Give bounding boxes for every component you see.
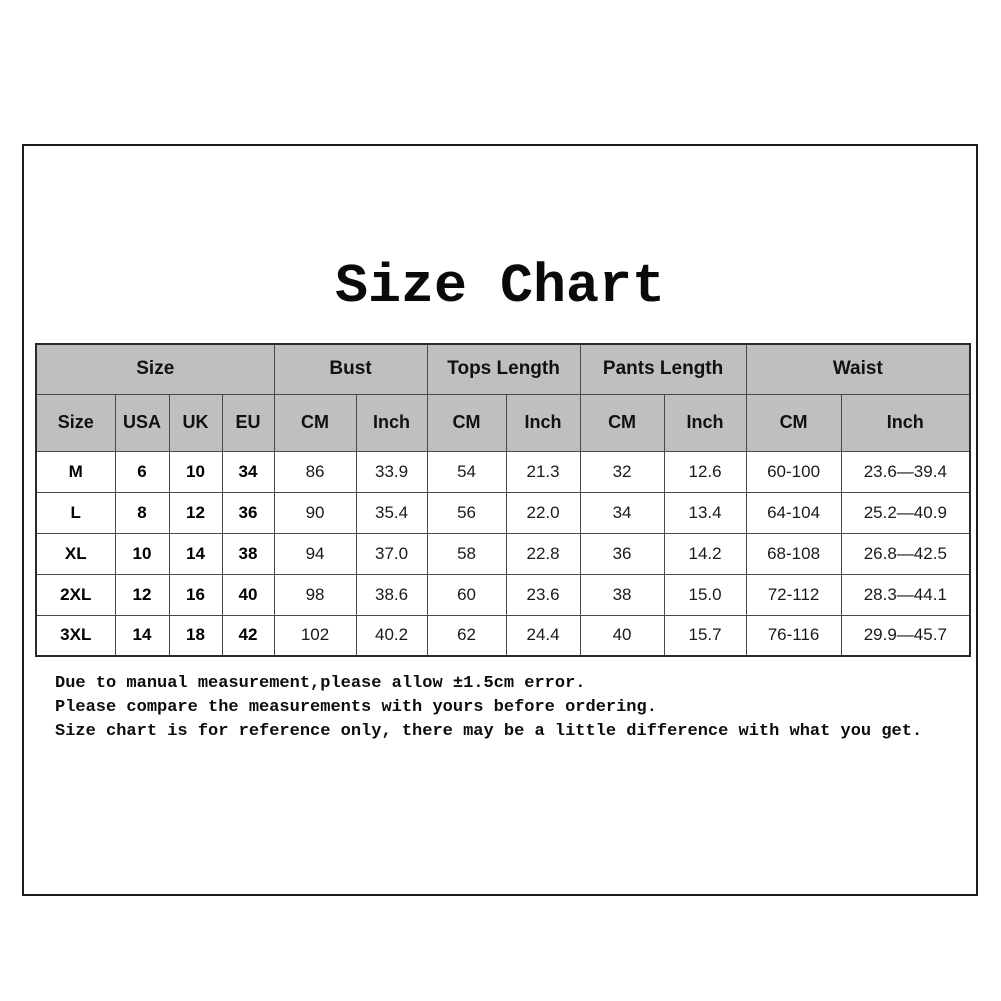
table-cell: 21.3 [505,450,581,493]
table-cell: 40 [221,573,275,616]
table-cell: 90 [273,491,357,534]
sub-header-bust-inch: Inch [355,393,428,452]
footnotes: Due to manual measurement,please allow ±… [55,672,922,744]
table-cell: 54 [426,450,507,493]
table-cell: 18 [168,614,223,657]
group-header-row: Size Bust Tops Length Pants Length Waist [35,343,971,395]
table-cell: 56 [426,491,507,534]
sub-header-uk: UK [168,393,223,452]
group-header-bust: Bust [273,343,428,395]
table-cell: 15.7 [663,614,747,657]
note-line-3: Size chart is for reference only, there … [55,722,923,741]
table-cell: 12 [114,573,170,616]
table-cell: 58 [426,532,507,575]
sub-header-pants-cm: CM [579,393,665,452]
table-cell: 2XL [35,573,116,616]
table-cell: 38 [579,573,665,616]
size-chart-table: Size Bust Tops Length Pants Length Waist… [35,343,972,657]
table-cell: 24.4 [505,614,581,657]
table-cell: 42 [221,614,275,657]
note-line-1: Due to manual measurement,please allow ±… [55,674,586,693]
group-header-waist: Waist [745,343,971,395]
sub-header-pants-inch: Inch [663,393,747,452]
sub-header-tops-cm: CM [426,393,507,452]
table-row-3xl: 3XL 14 18 42 102 40.2 62 24.4 40 15.7 76… [35,614,971,657]
table-cell: 14.2 [663,532,747,575]
table-cell: 32 [579,450,665,493]
table-cell: 35.4 [355,491,428,534]
table-cell: 98 [273,573,357,616]
page-title: Size Chart [334,255,666,318]
table-cell: 28.3—44.1 [840,573,971,616]
sub-header-waist-cm: CM [745,393,842,452]
table-cell: 76-116 [745,614,842,657]
table-cell: 72-112 [745,573,842,616]
table-cell: 38 [221,532,275,575]
content-frame: Size Chart Size Bust Tops Length Pants L… [22,144,978,896]
table-cell: 86 [273,450,357,493]
group-header-pants-length: Pants Length [579,343,747,395]
table-cell: 22.8 [505,532,581,575]
table-cell: 13.4 [663,491,747,534]
table-cell: 68-108 [745,532,842,575]
table-row-2xl: 2XL 12 16 40 98 38.6 60 23.6 38 15.0 72-… [35,573,971,616]
table-cell: 37.0 [355,532,428,575]
table-row-l: L 8 12 36 90 35.4 56 22.0 34 13.4 64-104… [35,491,971,534]
table-cell: 3XL [35,614,116,657]
table-cell: 102 [273,614,357,657]
table-cell: 12.6 [663,450,747,493]
table-cell: 34 [579,491,665,534]
table-cell: 23.6 [505,573,581,616]
table-cell: 29.9—45.7 [840,614,971,657]
sub-header-eu: EU [221,393,275,452]
table-cell: 10 [114,532,170,575]
group-header-tops-length: Tops Length [426,343,581,395]
table-cell: 14 [168,532,223,575]
table-row-m: M 6 10 34 86 33.9 54 21.3 32 12.6 60-100… [35,450,971,493]
table-cell: 64-104 [745,491,842,534]
table-cell: 36 [579,532,665,575]
sub-header-row: Size USA UK EU CM Inch CM Inch CM Inch C… [35,393,971,452]
table-cell: 40 [579,614,665,657]
sub-header-size: Size [35,393,116,452]
table-cell: 14 [114,614,170,657]
table-cell: 34 [221,450,275,493]
table-cell: 23.6—39.4 [840,450,971,493]
table-cell: 36 [221,491,275,534]
table-cell: L [35,491,116,534]
table-cell: M [35,450,116,493]
table-cell: 16 [168,573,223,616]
table-cell: 8 [114,491,170,534]
table-cell: 12 [168,491,223,534]
group-header-size: Size [35,343,275,395]
sub-header-bust-cm: CM [273,393,357,452]
table-row-xl: XL 10 14 38 94 37.0 58 22.8 36 14.2 68-1… [35,532,971,575]
table-cell: 38.6 [355,573,428,616]
table-cell: 6 [114,450,170,493]
note-line-2: Please compare the measurements with you… [55,698,657,717]
sub-header-waist-inch: Inch [840,393,971,452]
table-cell: 62 [426,614,507,657]
sub-header-tops-inch: Inch [505,393,581,452]
table-cell: 33.9 [355,450,428,493]
table-cell: 22.0 [505,491,581,534]
table-cell: 60-100 [745,450,842,493]
table-cell: 40.2 [355,614,428,657]
table-cell: 10 [168,450,223,493]
table-cell: 26.8—42.5 [840,532,971,575]
sub-header-usa: USA [114,393,170,452]
table-cell: XL [35,532,116,575]
table-cell: 60 [426,573,507,616]
table-cell: 25.2—40.9 [840,491,971,534]
table-cell: 15.0 [663,573,747,616]
table-cell: 94 [273,532,357,575]
